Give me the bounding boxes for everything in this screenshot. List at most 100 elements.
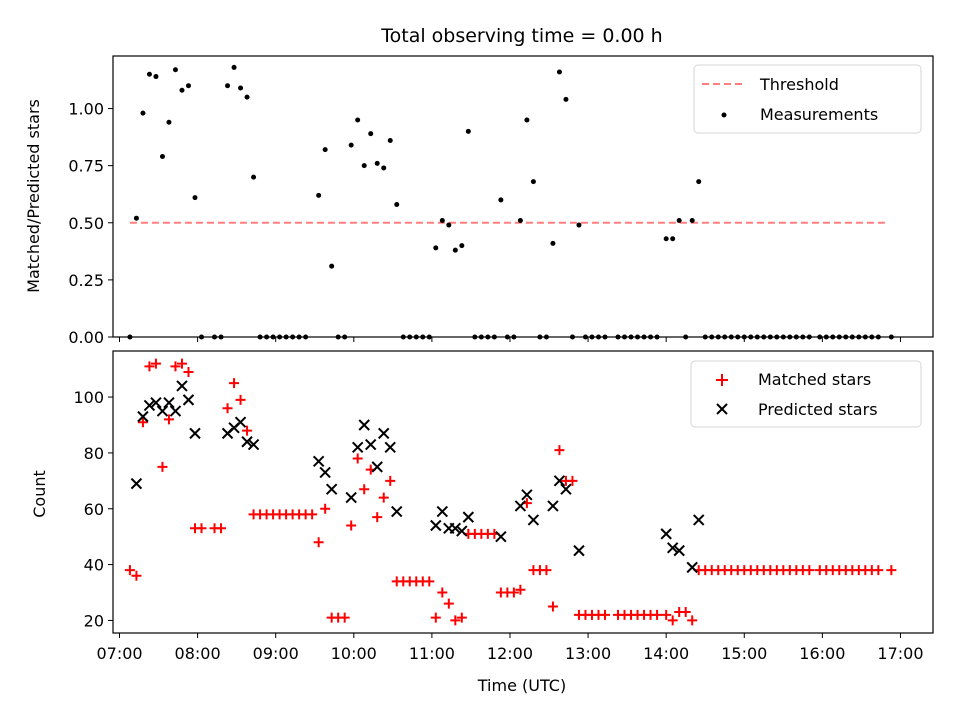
measurement-point xyxy=(238,85,244,91)
measurement-point xyxy=(322,147,328,153)
matched-stars-point xyxy=(307,509,318,520)
predicted-stars-point xyxy=(169,405,182,417)
legend-matched-swatch xyxy=(716,374,728,386)
bottom-axes-frame xyxy=(112,350,934,634)
x-tick-label: 14:00 xyxy=(643,644,689,663)
predicted-stars-point xyxy=(521,489,533,501)
y-tick-label: 80 xyxy=(84,444,104,463)
matched-stars-point xyxy=(437,587,448,598)
matched-stars-point xyxy=(385,475,396,486)
x-tick-label: 08:00 xyxy=(175,644,221,663)
x-tick-label: 12:00 xyxy=(487,644,533,663)
predicted-stars-point xyxy=(189,427,201,440)
bottom-legend: Matched stars Predicted stars xyxy=(690,360,922,428)
measurement-point xyxy=(530,179,536,185)
matched-stars-point xyxy=(229,378,240,389)
matched-stars-point xyxy=(508,587,519,598)
predicted-stars-point xyxy=(514,500,527,512)
matched-stars-point xyxy=(378,492,389,503)
measurement-point xyxy=(446,222,452,228)
matched-stars-point xyxy=(515,584,526,595)
matched-stars-point xyxy=(430,612,441,623)
matched-stars-point xyxy=(804,565,815,576)
measurement-point xyxy=(670,236,676,242)
matched-stars-point xyxy=(144,361,155,372)
predicted-stars-point xyxy=(384,441,396,454)
predicted-stars-point xyxy=(378,427,390,440)
measurement-point xyxy=(563,96,569,102)
predicted-stars-point xyxy=(319,466,331,479)
matched-stars-point xyxy=(359,484,370,495)
matched-stars-point xyxy=(170,361,181,372)
predicted-stars-point xyxy=(560,483,572,495)
y-tick-label: 0.50 xyxy=(68,214,104,233)
matched-stars-point xyxy=(216,523,227,534)
matched-stars-point xyxy=(661,609,672,620)
measurement-point xyxy=(433,245,439,251)
matched-stars-point xyxy=(157,461,168,472)
y-tick-label: 60 xyxy=(84,500,104,519)
predicted-stars-point xyxy=(693,514,705,526)
predicted-stars-point xyxy=(358,419,370,431)
measurement-point xyxy=(498,197,504,203)
predicted-stars-point xyxy=(391,505,403,518)
matched-stars-point xyxy=(352,453,363,464)
top-y-axis-label: Matched/Predicted stars xyxy=(24,99,43,293)
measurement-point xyxy=(452,247,458,253)
predicted-stars-point xyxy=(456,525,468,537)
measurement-point xyxy=(166,119,172,125)
x-tick-label: 10:00 xyxy=(331,644,377,663)
matched-stars-point xyxy=(150,358,161,369)
bottom-y-axis-label: Count xyxy=(30,470,49,518)
measurement-point xyxy=(394,201,400,207)
measurement-point xyxy=(225,83,231,89)
matched-stars-point xyxy=(124,565,135,576)
measurement-point xyxy=(172,67,178,73)
matched-stars-point xyxy=(667,615,678,626)
predicted-stars-point xyxy=(365,438,377,451)
predicted-stars-point xyxy=(547,500,559,512)
matched-stars-point xyxy=(424,576,435,587)
measurement-point xyxy=(179,87,185,93)
ratio-panel: Total observing time = 0.00 h Matched/Pr… xyxy=(24,25,934,347)
predicted-stars-point xyxy=(553,475,566,487)
legend-predicted-swatch xyxy=(716,403,728,415)
matched-stars-point xyxy=(222,403,233,414)
predicted-stars-point xyxy=(449,522,462,535)
matched-stars-point xyxy=(235,394,246,405)
measurement-point xyxy=(329,263,335,269)
predicted-stars-point xyxy=(176,380,188,392)
measurement-point xyxy=(192,195,198,201)
legend-measurements-label: Measurements xyxy=(760,105,878,124)
measurement-point xyxy=(663,236,669,242)
matched-stars-point xyxy=(313,537,324,548)
measurement-point xyxy=(133,215,139,221)
measurement-point xyxy=(355,117,361,123)
measurement-point xyxy=(251,174,257,180)
measurement-point xyxy=(316,192,322,198)
matched-stars-point xyxy=(541,565,552,576)
matched-stars-point xyxy=(372,512,383,523)
chart-title: Total observing time = 0.00 h xyxy=(380,25,662,47)
measurement-point xyxy=(374,160,380,166)
matched-stars-point xyxy=(567,475,578,486)
matched-stars-point xyxy=(339,612,350,623)
measurement-point xyxy=(576,222,582,228)
x-tick-label: 11:00 xyxy=(409,644,455,663)
matched-stars-point xyxy=(886,565,897,576)
measurement-point xyxy=(696,179,702,185)
x-tick-label: 09:00 xyxy=(253,644,299,663)
predicted-stars-point xyxy=(686,561,698,574)
measurement-point xyxy=(524,117,530,123)
y-tick-label: 1.00 xyxy=(68,100,104,119)
matched-stars-point xyxy=(176,358,187,369)
x-tick-label: 07:00 xyxy=(96,644,142,663)
count-panel: Count Time (UTC) 20 40 60 80 100 07:00 08:00 09… xyxy=(30,350,934,695)
predicted-stars-point xyxy=(462,511,475,523)
matched-stars-point xyxy=(242,425,253,436)
measurement-point xyxy=(244,94,250,100)
measurement-point xyxy=(159,154,165,160)
matched-stars-point xyxy=(680,607,691,618)
predicted-stars-point xyxy=(325,483,338,495)
y-tick-label: 0.00 xyxy=(68,328,104,347)
